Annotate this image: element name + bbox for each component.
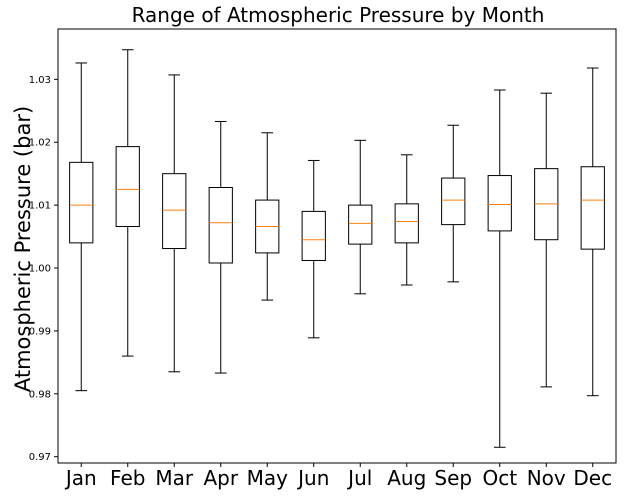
box-iqr (301, 210, 326, 261)
chart-marks: 0.97 0.98 0.99 1.00 1.01 1.02 1.03 Jan Feb Mar Apr… (29, 49, 612, 490)
x-tick-label: Jul (346, 466, 372, 490)
x-tick-label: Feb (110, 466, 145, 490)
x-tick-label: Jun (296, 466, 329, 490)
box-iqr (441, 177, 466, 226)
x-tick-label: May (247, 466, 289, 490)
box-iqr (394, 203, 419, 244)
y-tick-label: 1.00 (29, 264, 51, 275)
x-tick-label: Oct (482, 466, 517, 490)
y-tick-label: 0.98 (29, 389, 51, 400)
x-tick-label: Mar (155, 466, 194, 490)
box-iqr (348, 204, 373, 245)
y-tick-label: 0.97 (29, 452, 51, 463)
box-iqr (162, 173, 187, 250)
x-tick-label: Jan (64, 466, 97, 490)
y-axis-label: Atmospheric Pressure (bar) (11, 106, 35, 392)
box-iqr (208, 187, 233, 264)
x-tick-label: Apr (203, 466, 238, 490)
y-tick-label: 1.02 (29, 138, 51, 149)
box-iqr (580, 166, 605, 250)
y-tick-label: 1.03 (29, 75, 51, 86)
x-tick-label: Sep (434, 466, 472, 490)
box-iqr (487, 175, 512, 232)
x-tick-label: Dec (573, 466, 612, 490)
y-tick-label: 1.01 (29, 201, 51, 212)
box-iqr (69, 161, 94, 244)
x-tick-label: Aug (387, 466, 426, 490)
y-tick-label: 0.99 (29, 326, 51, 337)
box-iqr (115, 146, 140, 228)
x-tick-label: Nov (527, 466, 566, 490)
chart-title: Range of Atmospheric Pressure by Month (132, 3, 545, 27)
plot-area-frame (57, 28, 617, 464)
